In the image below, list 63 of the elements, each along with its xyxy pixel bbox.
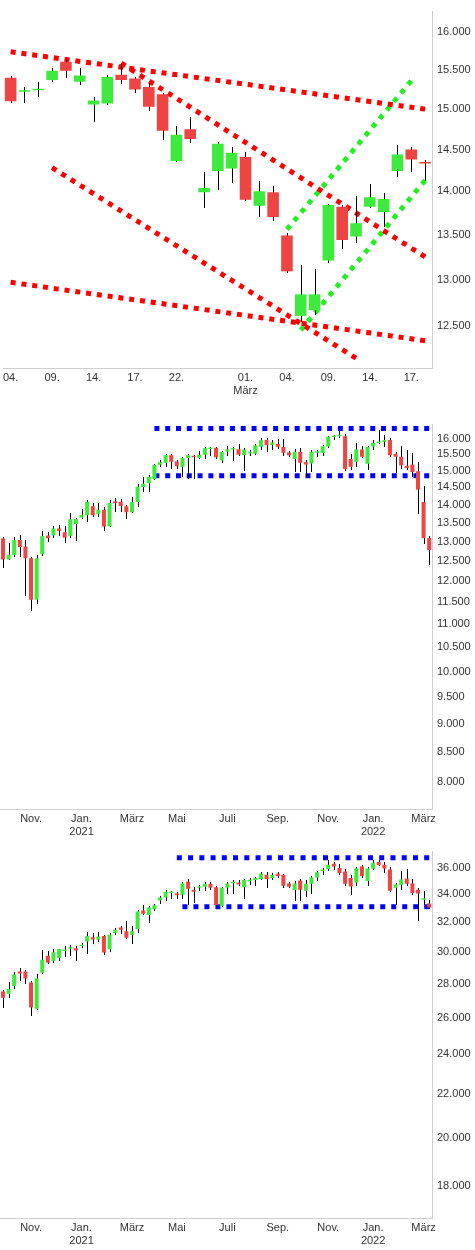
x-tick-label: Nov. [317, 1220, 340, 1233]
x-tick-label: 17. [403, 370, 419, 383]
y-tick-label: 11.500 [437, 595, 470, 608]
y-tick-label: 24.000 [437, 1047, 471, 1060]
x-tick-label: Juli [219, 811, 236, 824]
y-tick-label: 13.500 [437, 227, 471, 240]
x-tick-label: März [119, 811, 145, 824]
x-tick-label: März [411, 1220, 436, 1233]
x-tick-label: 01. März [233, 370, 258, 396]
y-tick-label: 9.000 [437, 716, 465, 729]
y-tick-label: 26.000 [437, 1010, 471, 1023]
x-tick-label: Juli [219, 1220, 236, 1233]
x-tick-label: Sep. [266, 1220, 290, 1233]
x-tick-label: 09. [44, 370, 60, 383]
x-tick-label: 09. [320, 370, 337, 383]
y-tick-label: 15.500 [437, 63, 471, 76]
x-tick-label: Jan. 2022 [360, 1220, 386, 1246]
y-tick-label: 14.000 [437, 497, 471, 510]
x-tick-label: Jan. 2021 [69, 811, 94, 837]
y-tick-label: 13.000 [437, 534, 471, 547]
x-tick-label: 17. [127, 370, 143, 383]
y-tick-label: 12.500 [437, 554, 471, 567]
x-tick-label: 04. [3, 370, 19, 383]
x-tick-label: Jan. 2021 [69, 1220, 94, 1246]
y-tick-label: 13.000 [437, 272, 471, 285]
y-tick-label: 14.000 [437, 184, 471, 197]
y-tick-label: 30.000 [437, 944, 471, 957]
y-tick-label: 10.000 [437, 664, 471, 677]
x-tick-label: Nov. [20, 1220, 42, 1233]
x-tick-label: 04. [279, 370, 295, 383]
x-tick-label: Mai [167, 1220, 186, 1233]
y-tick-label: 16.000 [437, 25, 471, 38]
y-tick-label: 32.000 [437, 915, 471, 928]
x-tick-label: 14. [362, 370, 378, 383]
x-tick-label: Nov. [317, 811, 340, 824]
y-tick-label: 20.000 [437, 1130, 471, 1143]
y-tick-label: 8.000 [437, 775, 465, 788]
y-tick-label: 10.500 [437, 640, 471, 653]
y-tick-label: 15.000 [437, 102, 471, 115]
y-tick-label: 8.500 [437, 745, 465, 758]
y-tick-label: 28.000 [437, 976, 471, 989]
y-tick-label: 34.000 [437, 887, 471, 900]
x-tick-label: Nov. [20, 811, 42, 824]
x-tick-label: Jan. 2022 [360, 811, 386, 837]
y-tick-label: 12.000 [437, 574, 471, 587]
x-tick-label: 14. [85, 370, 102, 383]
x-tick-label: März [119, 1220, 145, 1233]
y-tick-label: 15.000 [437, 463, 471, 476]
x-tick-label: Mai [167, 811, 186, 824]
y-tick-label: 16.000 [437, 431, 471, 444]
y-tick-label: 9.500 [437, 690, 465, 703]
y-tick-label: 22.000 [437, 1087, 471, 1100]
y-tick-label: 13.500 [437, 515, 471, 528]
y-tick-label: 15.500 [437, 447, 471, 460]
x-tick-label: 22. [168, 370, 185, 383]
x-tick-label: Sep. [266, 811, 290, 824]
y-tick-label: 11.000 [437, 617, 470, 630]
y-tick-label: 18.000 [437, 1179, 471, 1192]
x-tick-label: März [411, 811, 436, 824]
y-tick-label: 12.500 [437, 319, 471, 332]
y-tick-label: 14.500 [437, 142, 471, 155]
y-tick-label: 36.000 [437, 861, 471, 874]
y-tick-label: 14.500 [437, 480, 471, 493]
